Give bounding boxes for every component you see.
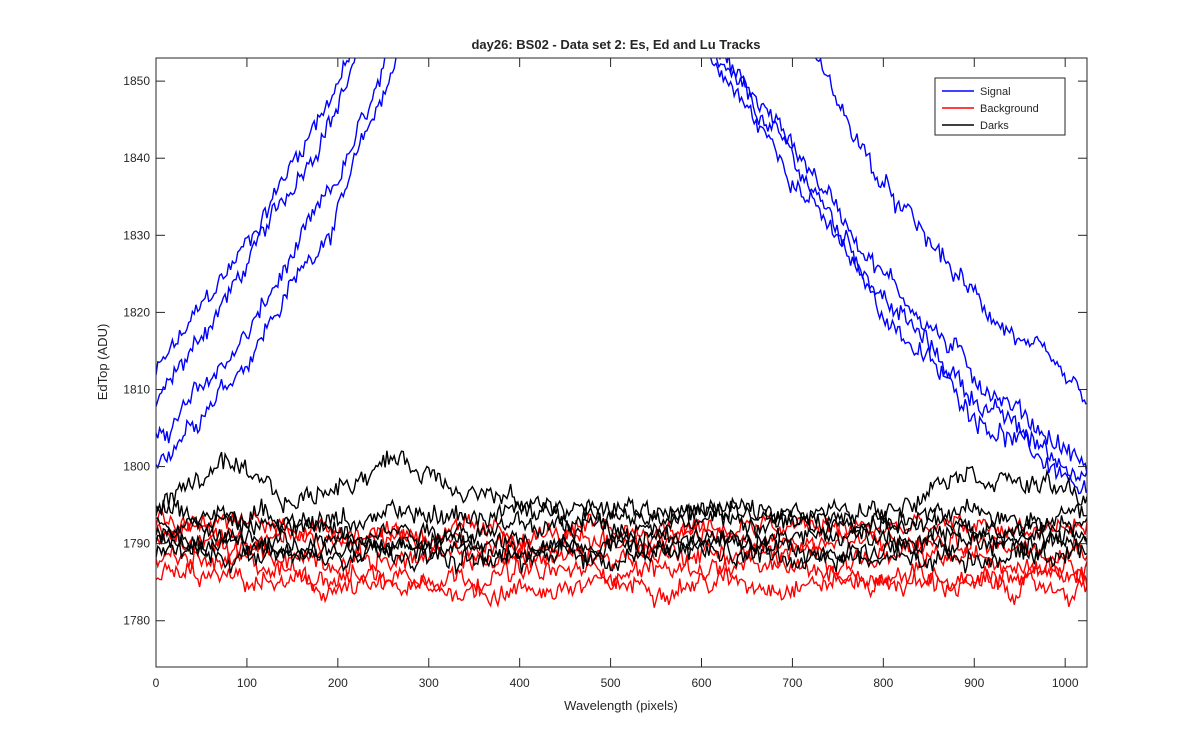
series-line-darks-16 [156,518,1087,561]
series-layer [156,58,1087,608]
series-line-signal-4 [710,58,1087,483]
legend-label-darks: Darks [980,120,1009,132]
x-tick-label: 700 [782,676,802,690]
series-line-darks-14 [156,496,1087,536]
series-line-darks-18 [156,534,1087,576]
legend: Signal Background Darks [934,77,1066,136]
series-line-darks-17 [156,527,1087,570]
series-line-signal-7 [814,58,1087,405]
legend-box [934,77,1066,136]
y-tick-label: 1830 [123,228,150,242]
x-tick-label: 500 [601,676,621,690]
series-line-signal-5 [715,58,1087,495]
y-tick-label: 1780 [123,614,150,628]
series-line-darks-13 [156,450,1087,528]
y-axis-label: EdTop (ADU) [95,324,110,401]
series-line-signal-6 [719,58,1087,475]
legend-label-signal: Signal [980,86,1011,98]
x-tick-label: 100 [237,676,257,690]
x-tick-label: 1000 [1052,676,1079,690]
x-tick-label: 200 [328,676,348,690]
series-line-background-9 [156,544,1087,598]
series-line-darks-15 [156,503,1087,549]
y-tick-label: 1850 [123,74,150,88]
y-tick-label: 1840 [123,151,150,165]
x-tick-label: 900 [964,676,984,690]
series-line-signal-1 [156,58,356,407]
series-line-signal-0 [156,58,351,376]
x-tick-label: 400 [510,676,530,690]
y-tick-label: 1790 [123,537,150,551]
chart-title: day26: BS02 - Data set 2: Es, Ed and Lu … [471,37,760,52]
series-line-signal-2 [156,58,386,444]
x-tick-label: 300 [419,676,439,690]
y-tick-label: 1800 [123,460,150,474]
series-line-background-11 [156,518,1087,564]
y-tick-label: 1820 [123,305,150,319]
y-tick-label: 1810 [123,382,150,396]
x-tick-label: 0 [153,676,160,690]
plot-frame [155,57,1088,668]
legend-label-background: Background [980,103,1039,115]
x-axis-label: Wavelength (pixels) [564,698,678,713]
series-line-signal-3 [156,58,397,470]
ticks-layer: 0 100 200 300 400 500 600 700 800 900 1000 1780 1790… [123,58,1087,690]
x-tick-label: 600 [691,676,711,690]
x-tick-label: 800 [873,676,893,690]
